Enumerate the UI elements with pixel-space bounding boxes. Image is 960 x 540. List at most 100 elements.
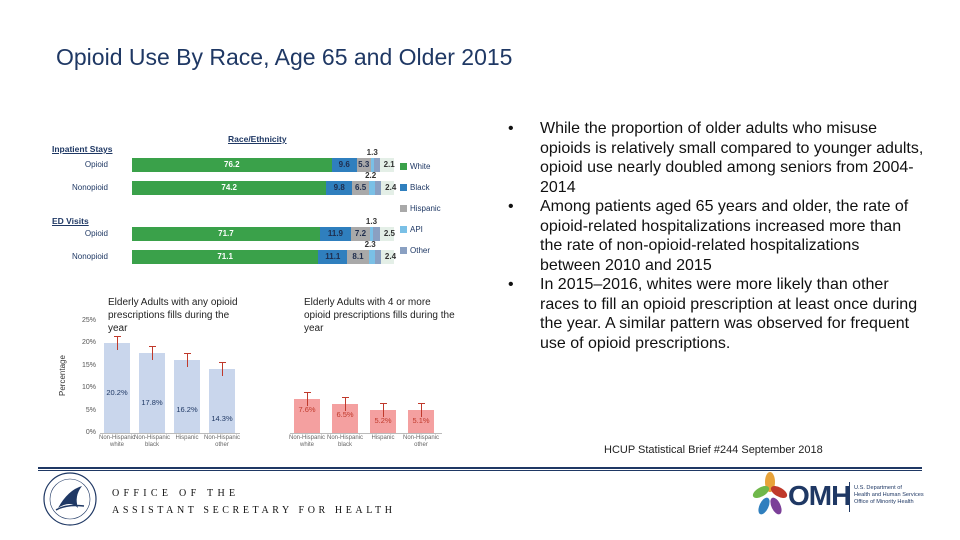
legend-swatch <box>400 247 407 255</box>
bullet-list: • While the proportion of older adults w… <box>504 119 924 353</box>
bar-segment-hispanic <box>347 250 369 264</box>
segment-value-label: 1.3 <box>366 148 378 157</box>
bar-segment-black <box>326 181 353 195</box>
segment-value-label: 2.1 <box>383 160 395 169</box>
bar-value-label: 17.8% <box>141 398 163 408</box>
legend-label: Hispanic <box>410 204 441 213</box>
bar-value-label: 20.2% <box>106 387 128 397</box>
bar-segment-white <box>132 227 320 241</box>
bar-segment-other <box>373 227 380 241</box>
bar-segment-black <box>319 227 352 241</box>
omh-logo: OMH U.S. Department of Health and Human … <box>752 470 924 526</box>
bar-segment-black <box>318 250 348 264</box>
bullet-text: In 2015–2016, whites were more likely th… <box>540 276 918 352</box>
segment-value-label: 9.8 <box>333 183 345 192</box>
x-axis-line <box>290 433 442 434</box>
error-cap <box>342 396 349 398</box>
error-cap <box>219 361 226 363</box>
legend-item-white: White <box>400 162 430 171</box>
footer-divider-thin <box>38 470 922 471</box>
bar-segment-other <box>374 181 382 195</box>
bullet-dot-icon: • <box>508 198 514 215</box>
source-citation: HCUP Statistical Brief #244 September 20… <box>604 444 823 456</box>
segment-value-label: 2.5 <box>383 229 395 238</box>
omh-line-3: Office of Minority Health <box>854 499 914 505</box>
bullet-item: • While the proportion of older adults w… <box>504 119 924 197</box>
segment-value-label: 2.2 <box>365 171 377 180</box>
bullet-item: • In 2015–2016, whites were more likely … <box>504 275 924 353</box>
error-cap <box>380 402 387 404</box>
segment-value-label: 2.4 <box>385 183 397 192</box>
bar-segment-api <box>368 250 375 264</box>
segment-value-label: 1.3 <box>365 217 378 226</box>
y-tick-label: 10% <box>81 384 96 392</box>
bar-value-label: 6.5% <box>336 409 354 419</box>
error-bar <box>383 402 384 417</box>
bar-value-label: 7.6% <box>298 404 316 414</box>
section-label-ed: ED Visits <box>52 216 89 226</box>
footer-divider <box>38 467 922 469</box>
segment-value-label: 9.6 <box>338 160 350 169</box>
x-category-label: Non-Hispanic white <box>288 435 325 448</box>
slide-title: Opioid Use By Race, Age 65 and Older 201… <box>56 44 513 70</box>
bar <box>209 368 235 433</box>
legend-label: Other <box>410 246 431 255</box>
x-category-label: Hispanic <box>175 435 199 441</box>
error-cap <box>149 346 156 348</box>
bar <box>174 360 200 433</box>
y-tick-label: 0% <box>85 429 96 436</box>
error-bar <box>187 353 188 368</box>
bar <box>139 353 165 433</box>
x-category-label: Hispanic <box>371 435 395 441</box>
row-label: Opioid <box>84 160 108 169</box>
segment-value-label: 6.5 <box>355 183 367 192</box>
y-tick-label: 25% <box>81 317 96 324</box>
omh-line-1: U.S. Department of <box>854 485 902 491</box>
error-cap <box>184 353 191 355</box>
legend-swatch <box>400 163 407 171</box>
bar-segment-api <box>369 227 374 241</box>
segment-value-label: 2.4 <box>384 252 397 261</box>
x-category-label: Non-Hispanic black <box>326 435 363 448</box>
x-category-label: Non-Hispanic other <box>402 435 439 448</box>
legend-label: Black <box>410 183 430 192</box>
segment-value-label: 8.1 <box>352 252 364 261</box>
row-label: Nonopioid <box>71 183 108 192</box>
error-cap <box>418 403 425 405</box>
error-cap <box>114 335 121 337</box>
row-label: Nonopioid <box>71 252 108 261</box>
legend-item-other: Other <box>400 246 430 255</box>
bar <box>408 410 434 433</box>
segment-value-label: 11.9 <box>327 229 343 238</box>
bar-segment-black <box>331 158 357 172</box>
section-label-inpatient: Inpatient Stays <box>52 144 113 154</box>
legend-swatch <box>400 205 407 213</box>
segment-value-label: 7.2 <box>354 229 367 238</box>
legend-label: White <box>410 162 431 171</box>
chart-title: Race/Ethnicity <box>228 134 287 144</box>
error-bar <box>421 403 422 418</box>
bar-segment-hispanic <box>352 181 370 195</box>
y-tick-label: 20% <box>81 339 96 347</box>
legend-item-black: Black <box>400 183 430 192</box>
bar-value-label: 16.2% <box>176 405 198 415</box>
omh-divider <box>849 482 850 512</box>
legend-item-hispanic: Hispanic <box>400 204 441 213</box>
error-bar <box>307 391 308 406</box>
bullet-dot-icon: • <box>508 120 514 137</box>
bar-segment-api <box>369 181 375 195</box>
bullet-item: • Among patients aged 65 years and older… <box>504 197 924 275</box>
bar-segment-white <box>132 181 327 195</box>
segment-value-label: 74.2 <box>221 183 237 192</box>
error-bar <box>345 396 346 411</box>
bar-segment-other <box>374 250 381 264</box>
race-ethnicity-stacked-bar-chart: Race/Ethnicity Inpatient Stays ED Visits… <box>52 132 441 272</box>
bar-segment-hispanic <box>356 158 371 172</box>
office-line-1: OFFICE OF THE <box>112 488 240 499</box>
omh-pinwheel-icon <box>752 472 788 515</box>
omh-wordmark: OMH <box>788 480 851 511</box>
bar-segment-white <box>132 250 319 264</box>
any-opioid-fill-chart: Elderly Adults with any opioid prescript… <box>56 294 252 448</box>
bar-segment-other <box>374 158 380 172</box>
bullet-dot-icon: • <box>508 276 514 293</box>
